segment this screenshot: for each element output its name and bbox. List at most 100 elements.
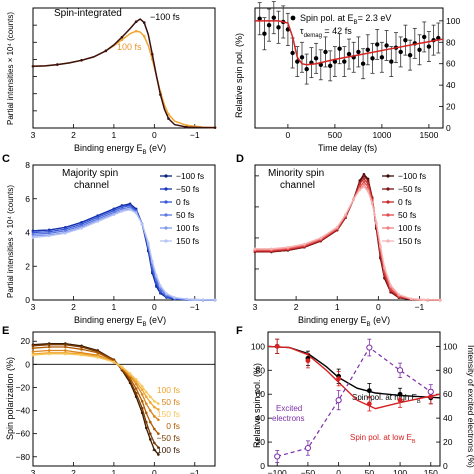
panel-e-series-point	[157, 408, 160, 411]
panel-d-series-point	[409, 297, 413, 301]
panel-d-series-point	[397, 293, 401, 296]
panel-c-xtick-label: 1	[112, 302, 117, 312]
panel-c-series-point	[140, 222, 144, 226]
panel-f-right-ytick-label: 0	[443, 461, 448, 471]
panel-b-frame	[254, 7, 444, 129]
panel-e-series-label: 150 fs	[157, 409, 180, 419]
panel-e-series-point	[153, 400, 156, 403]
panel-a-series-point	[167, 117, 170, 120]
panel-f-high-point	[397, 391, 403, 397]
panel-a-frame	[32, 7, 216, 129]
panel-d-legend-marker	[386, 226, 390, 230]
panel-c-legend-marker	[164, 187, 168, 191]
panel-b-data-point	[318, 62, 323, 67]
panel-f-low-point	[428, 394, 434, 400]
panel-e-series-label: −50 fs	[157, 433, 180, 443]
panel-e-series-point	[134, 387, 138, 390]
panel-e-series-line	[32, 349, 159, 421]
panel-d-series-point	[358, 182, 362, 185]
panel-e-series-point	[64, 343, 67, 347]
panel-f-right-ytick-label: 80	[443, 365, 453, 375]
panel-f-low-point	[336, 376, 342, 382]
panel-c-series-point	[151, 259, 154, 263]
panel-b-legend-marker	[290, 15, 296, 21]
panel-b-data-point	[332, 59, 338, 64]
panel-e-series-point	[134, 391, 138, 395]
panel-e-series-point	[80, 345, 83, 349]
panel-a-ylabel: Partial intensities × 10⁴ (counts)	[6, 12, 15, 125]
panel-d-series-point	[366, 185, 370, 189]
panel-f-xtick-label: 100	[393, 468, 407, 474]
panel-b-data-point	[422, 34, 427, 40]
panel-c-series-point	[173, 296, 176, 299]
panel-c-ytick-label: 2	[25, 261, 30, 271]
panel-b-ytick-label: 0	[446, 123, 451, 133]
panel-c-xtick-label: 2	[71, 302, 76, 312]
panel-d-series-point	[438, 298, 442, 302]
panel-c: C Majority spin channel Binding energy E…	[2, 153, 217, 328]
panel-e-series-point	[134, 378, 138, 381]
panel-f-ytick-label: 40	[256, 413, 266, 423]
panel-a-series-point	[159, 93, 162, 96]
panel-c-series-point	[64, 232, 67, 235]
panel-b-data-point	[313, 56, 319, 61]
panel-a-curve-label-1: −100 fs	[150, 12, 180, 22]
panel-f-right-ytick-label: 100	[443, 341, 457, 351]
panel-d-xtick-label: 2	[294, 302, 299, 312]
panel-e-series-point	[80, 353, 83, 357]
panel-e-series-point	[144, 420, 148, 424]
panel-d-series-point	[370, 202, 374, 206]
panel-e-series-point	[47, 345, 51, 349]
panel-c-legend-marker	[164, 200, 168, 204]
panel-d-legend-label: −100 fs	[398, 171, 426, 181]
panel-d-xlabel: Binding energy EB (eV)	[298, 315, 390, 328]
panel-d-xtick-label: 0	[376, 302, 381, 312]
panel-c-series-point	[80, 226, 83, 230]
panel-f-right-ytick-label: 20	[443, 437, 453, 447]
panel-f-excited-point	[274, 453, 281, 460]
panel-a-curve-label-2: 100 fs	[117, 42, 142, 52]
panel-e-series-point	[144, 395, 148, 398]
panel-e-series-point	[153, 427, 156, 431]
panel-d-series-line	[255, 185, 441, 301]
panel-e-series-point	[144, 402, 148, 405]
panel-c-series-point	[159, 284, 162, 287]
panel-d-series-point	[389, 283, 392, 287]
panel-a-series-point	[31, 64, 35, 68]
panel-e-xtick-label: 3	[31, 468, 36, 474]
panel-a-xtick-label: 2	[71, 130, 76, 140]
panel-b-ytick-label: 20	[446, 102, 456, 112]
panel-b-data-point	[398, 49, 403, 55]
panel-b-fit-line	[255, 20, 444, 66]
panel-c-series-point	[128, 208, 132, 212]
panel-a-series-point	[80, 58, 83, 62]
panel-e-series-point	[120, 365, 124, 368]
panel-b-data-point	[271, 15, 276, 20]
panel-e-series-point	[47, 352, 51, 356]
panel-a-series-point	[134, 29, 138, 33]
panel-a-series-point	[120, 38, 124, 42]
panel-d-legend-label: −50 fs	[398, 184, 421, 194]
panel-d-legend-label: 100 fs	[398, 223, 421, 233]
panel-b-data-point	[276, 25, 281, 30]
panel-d-series-point	[352, 197, 355, 201]
panel-b-data-point	[295, 59, 300, 64]
panel-d-series-point	[253, 247, 257, 251]
panel-a-xtick-label: −1	[190, 130, 200, 140]
panel-b-data-point	[379, 55, 385, 60]
panel-d-series-point	[303, 242, 306, 246]
panel-b-ytick-label: 40	[446, 80, 456, 90]
panel-e-ytick-label: −20	[16, 382, 31, 392]
panel-f-right-ytick-label: 60	[443, 389, 453, 399]
panel-c-ytick-label: 0	[25, 295, 30, 305]
panel-b: Spin pol. at EB= 2.3 eV τdemag = 42 fs T…	[234, 1, 460, 153]
panel-f-xtick-label: 0	[336, 468, 341, 474]
panel-c-series-point	[155, 274, 158, 277]
panel-d-series-point	[383, 266, 386, 269]
panel-d-series-point	[362, 185, 366, 189]
panel-e-series-point	[157, 432, 160, 435]
panel-e-series-point	[64, 349, 67, 352]
panel-f-ytick-label: 80	[256, 365, 266, 375]
panel-b-data-point	[290, 50, 295, 56]
panel-d-series-point	[379, 244, 382, 247]
